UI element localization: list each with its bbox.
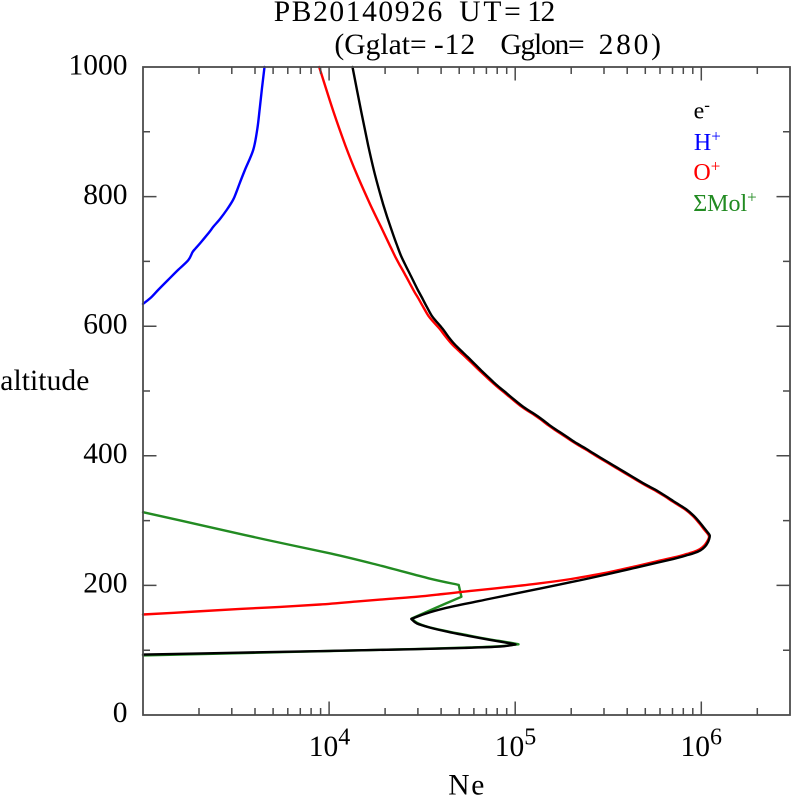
svg-text:200: 200 <box>83 568 127 600</box>
svg-text:0: 0 <box>113 697 128 729</box>
svg-text:600: 600 <box>83 308 127 340</box>
svg-text:altitude: altitude <box>0 365 89 397</box>
svg-text:(Gglat=: (Gglat= <box>334 29 426 61</box>
svg-text:400: 400 <box>83 438 127 470</box>
svg-text:Ne: Ne <box>448 770 484 796</box>
svg-text:800: 800 <box>83 179 127 211</box>
svg-text:1000: 1000 <box>69 50 128 82</box>
svg-text:12: 12 <box>527 0 555 28</box>
svg-text:PB20140926: PB20140926 <box>274 0 442 28</box>
svg-text:-12: -12 <box>434 29 475 61</box>
svg-text:Gglon=: Gglon= <box>500 29 584 61</box>
svg-text:280): 280) <box>599 29 661 61</box>
svg-text:UT=: UT= <box>459 0 521 28</box>
svg-text:ΣMol+: ΣMol+ <box>693 187 757 217</box>
